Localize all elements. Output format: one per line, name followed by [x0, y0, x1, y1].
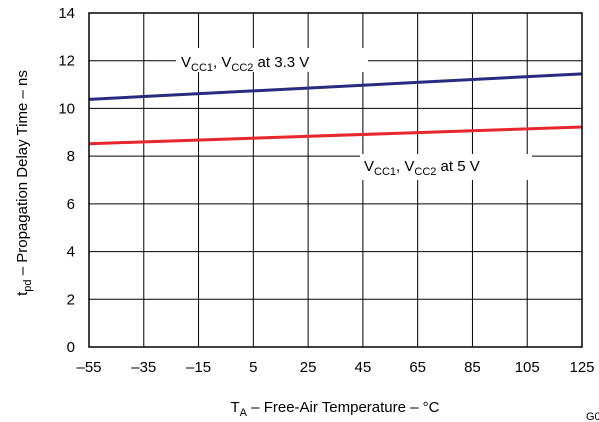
y-tick-label-1: 2	[67, 291, 75, 308]
x-tick-label-5: 45	[355, 359, 372, 376]
y-tick-label-3: 6	[67, 196, 75, 213]
x-tick-label-9: 125	[569, 359, 594, 376]
y-axis-title: tpd – Propagation Delay Time – ns	[14, 70, 34, 296]
series-label-5v-background	[360, 154, 532, 180]
x-tick-label-3: 5	[249, 359, 257, 376]
series-label-3v3-background	[176, 48, 368, 72]
x-tick-label-8: 105	[515, 359, 540, 376]
x-tick-label-7: 85	[464, 359, 481, 376]
series-lines	[88, 72, 583, 146]
figure-id: G0	[586, 411, 599, 422]
x-tick-label-1: –35	[131, 359, 156, 376]
series-line-0	[88, 72, 583, 101]
y-tick-label-5: 10	[58, 100, 75, 117]
y-tick-label-6: 12	[58, 53, 75, 70]
y-tick-label-0: 0	[67, 339, 75, 356]
tick-labels: –55 –35 –15 5 25 45 65 85 105 125 0 2 4 6 8 10 12 14	[58, 5, 594, 376]
x-tick-label-4: 25	[300, 359, 317, 376]
x-tick-label-2: –15	[186, 359, 211, 376]
y-tick-label-4: 8	[67, 148, 75, 165]
y-tick-label-7: 14	[58, 5, 75, 22]
plot-frame	[88, 12, 583, 348]
y-tick-label-2: 4	[67, 244, 75, 261]
x-axis-title: TA – Free-Air Temperature – °C	[231, 399, 440, 419]
x-tick-label-0: –55	[76, 359, 101, 376]
series-line-1	[88, 125, 583, 146]
series-label-3v3: VCC1, VCC2 at 3.3 V	[181, 54, 309, 74]
x-tick-label-6: 65	[409, 359, 426, 376]
series-label-5v: VCC1, VCC2 at 5 V	[364, 158, 480, 178]
